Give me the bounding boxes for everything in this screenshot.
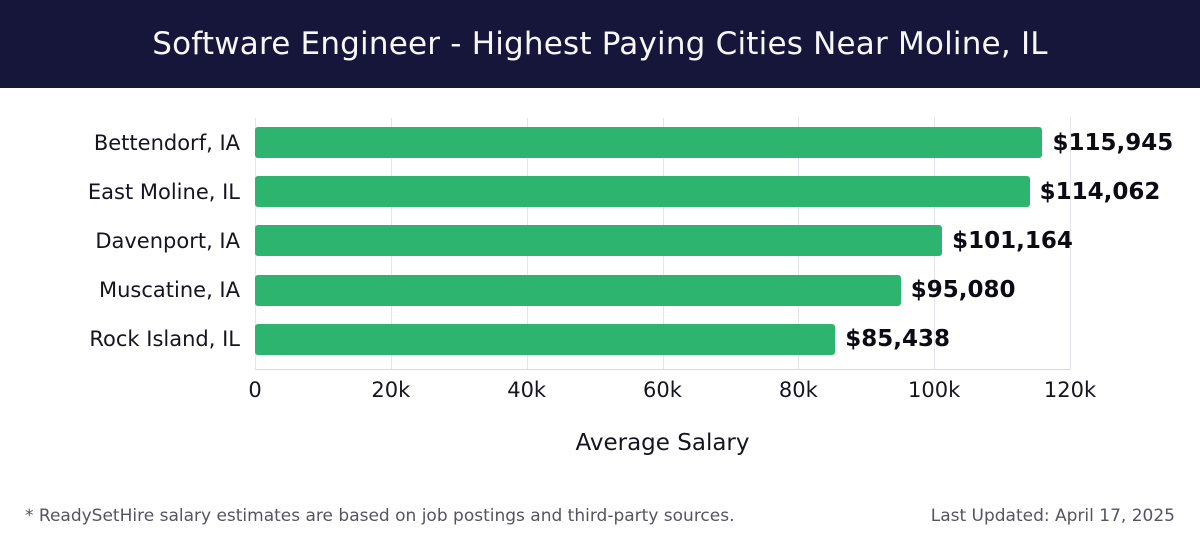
bar-value-label: $85,438 — [845, 326, 951, 353]
bar-row: Bettendorf, IA $115,945 — [94, 119, 1173, 167]
category-label: Muscatine, IA — [99, 278, 240, 303]
x-axis-tick-label: 0 — [248, 378, 262, 402]
category-label: Bettendorf, IA — [93, 130, 240, 155]
x-axis-tick-label: 20k — [371, 378, 411, 402]
bar-value-label: $114,062 — [1039, 178, 1161, 205]
x-axis-tick-label: 60k — [643, 378, 682, 402]
category-label: East Moline, IL — [87, 179, 240, 204]
header-banner: Software Engineer - Highest Paying Citie… — [0, 0, 1200, 88]
footer: * ReadySetHire salary estimates are base… — [25, 506, 1175, 526]
category-label: Rock Island, IL — [89, 327, 240, 352]
bar — [255, 127, 1043, 159]
bar-row: Davenport, IA $101,164 — [95, 217, 1073, 265]
bar-value-label: $101,164 — [952, 227, 1073, 254]
x-axis-tick-label: 120k — [1043, 378, 1097, 402]
x-axis-label: Average Salary — [575, 430, 750, 456]
chart-plot-area: Bettendorf, IA $115,945 East Moline, IL $11… — [88, 118, 1173, 370]
x-axis-tick-label: 40k — [507, 378, 547, 402]
bar — [255, 323, 836, 355]
x-axis-line — [255, 369, 1070, 370]
bar-row: East Moline, IL $114,062 — [88, 168, 1160, 216]
bar — [255, 274, 901, 306]
bar — [255, 225, 943, 257]
bar — [255, 176, 1030, 208]
gridline — [1070, 118, 1071, 370]
x-axis-tick-label: 80k — [778, 378, 818, 402]
last-updated: Last Updated: April 17, 2025 — [930, 506, 1175, 526]
bar-rows: Bettendorf, IA $115,945 East Moline, IL $11… — [88, 118, 1173, 364]
x-axis-ticks: 0 20k 40k 60k 80k 100k 120k — [248, 378, 1096, 408]
bar-value-label: $95,080 — [910, 277, 1016, 304]
bar-value-label: $115,945 — [1052, 129, 1174, 156]
chart-title: Software Engineer - Highest Paying Citie… — [152, 26, 1048, 62]
footnote: * ReadySetHire salary estimates are base… — [25, 506, 735, 526]
x-axis-tick-label: 100k — [908, 378, 961, 402]
bar-row: Rock Island, IL $85,438 — [89, 315, 1070, 363]
bar-row: Muscatine, IA $95,080 — [99, 266, 1070, 314]
category-label: Davenport, IA — [95, 228, 240, 253]
